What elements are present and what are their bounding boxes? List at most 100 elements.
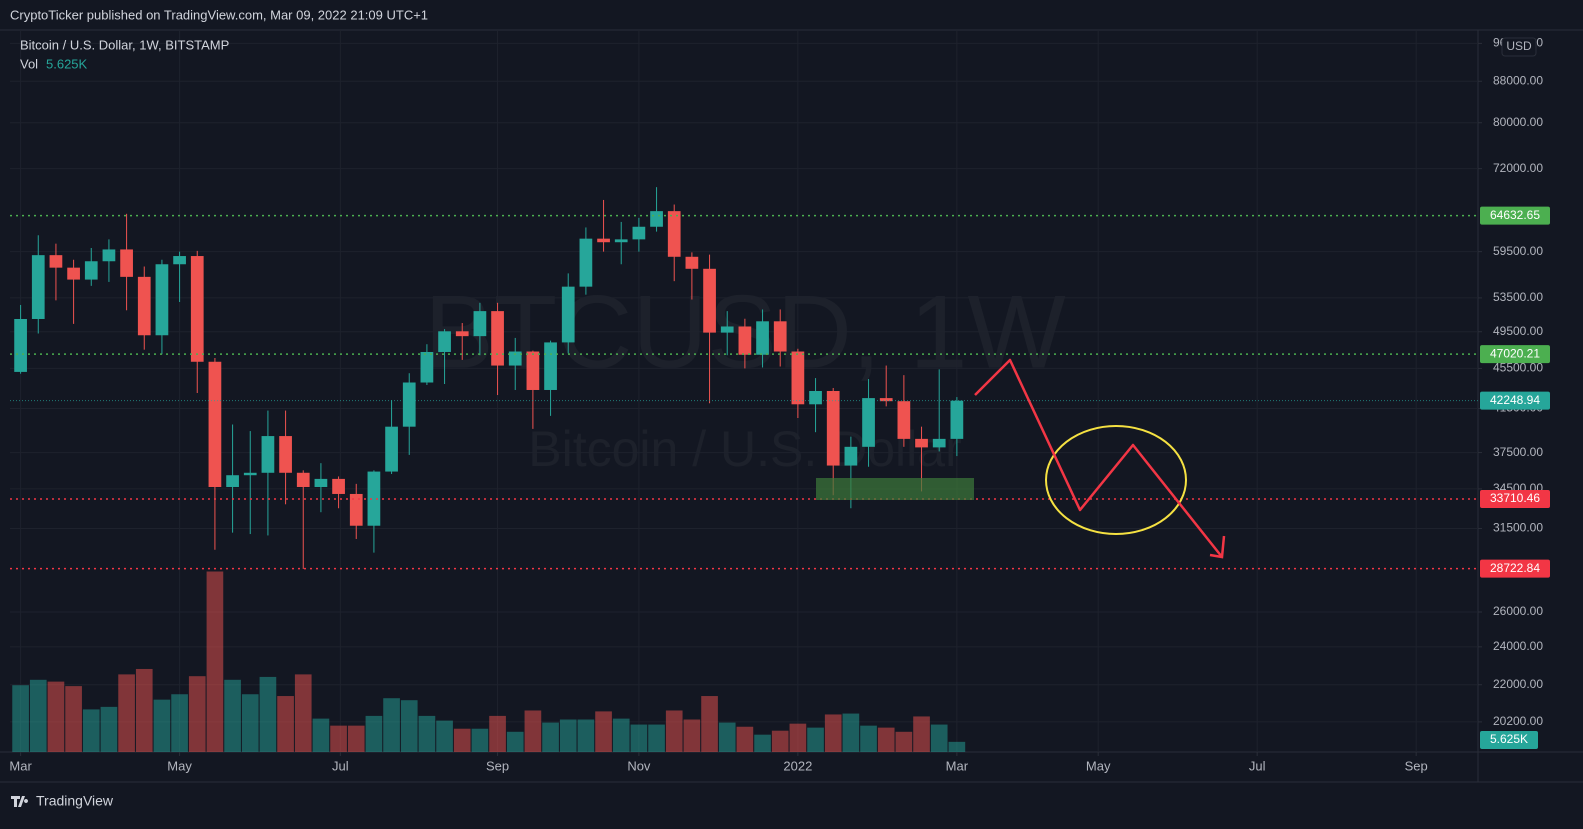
- volume-bar: [294, 674, 312, 752]
- candle-body: [438, 331, 451, 352]
- volume-bar: [807, 727, 824, 752]
- level-label: 64632.65: [1490, 208, 1540, 222]
- candle-body: [862, 398, 875, 447]
- volume-bar: [559, 719, 577, 752]
- candle-body: [332, 478, 345, 494]
- x-tick-label: Mar: [9, 758, 32, 773]
- volume-bar: [877, 727, 895, 752]
- y-tick-label: 88000.00: [1493, 73, 1543, 87]
- candle-body: [473, 311, 487, 337]
- volume-bar: [860, 725, 877, 752]
- volume-bar: [683, 719, 701, 752]
- volume-bar: [524, 710, 542, 752]
- candle-body: [614, 239, 628, 243]
- volume-bar: [29, 679, 47, 752]
- candle-body: [314, 478, 328, 487]
- candle-body: [950, 400, 964, 439]
- currency-box: [1501, 37, 1537, 57]
- y-tick-label: 31500.00: [1493, 521, 1543, 535]
- candle-body: [420, 351, 434, 383]
- volume-bar: [400, 700, 418, 752]
- volume-bar: [171, 694, 188, 752]
- candle-body: [897, 401, 911, 439]
- published-line: CryptoTicker published on TradingView.co…: [10, 7, 428, 22]
- highlight-ellipse: [1045, 425, 1187, 535]
- volume-bar: [436, 720, 453, 752]
- candle-body: [915, 438, 928, 448]
- level-badge: [1480, 345, 1550, 364]
- volume-bar: [948, 741, 966, 752]
- y-tick-label: 37500.00: [1493, 445, 1543, 459]
- x-tick-label: Mar: [946, 758, 969, 773]
- candle-body: [14, 318, 27, 372]
- volume-bar: [12, 685, 29, 752]
- candle-body: [84, 261, 98, 280]
- candle-body: [826, 390, 840, 466]
- candle-body: [385, 426, 398, 472]
- projection-arrow: [974, 358, 1223, 558]
- currency-label: USD: [1506, 39, 1532, 53]
- volume-bar: [595, 711, 612, 752]
- candle-body: [296, 472, 310, 487]
- candle-body: [349, 493, 363, 526]
- x-tick-label: May: [1086, 758, 1111, 773]
- candle-body: [120, 249, 133, 277]
- volume-bar: [930, 724, 948, 752]
- candle-body: [155, 264, 169, 336]
- y-tick-label: 72000.00: [1493, 161, 1543, 175]
- candle-body: [844, 446, 858, 466]
- volume-bar: [771, 730, 789, 752]
- candle-body: [879, 398, 893, 402]
- y-tick-label: 59500.00: [1493, 244, 1543, 258]
- candle-body: [508, 351, 522, 366]
- volume-bar: [277, 696, 294, 752]
- candle-body: [791, 351, 805, 405]
- volume-bar: [648, 724, 665, 752]
- volume-bar: [754, 734, 771, 752]
- volume-bar: [224, 679, 241, 752]
- candle-body: [809, 390, 822, 405]
- volume-bar: [82, 709, 100, 752]
- volume-bar: [824, 714, 842, 752]
- volume-bar: [913, 716, 930, 752]
- candle-body: [173, 256, 186, 265]
- volume-bar: [118, 674, 135, 752]
- level-label: 28722.84: [1490, 561, 1540, 575]
- candle-body: [561, 286, 575, 343]
- candle-body: [226, 475, 239, 487]
- candle-body: [49, 255, 63, 268]
- candle-body: [579, 238, 593, 287]
- volume-bar: [506, 731, 524, 752]
- badges: 64632.65 47020.21 33710.46 28722.84 42248.94…: [1480, 206, 1550, 749]
- volume-bar: [47, 681, 65, 752]
- x-tick-label: 2022: [783, 758, 812, 773]
- volume-bar: [895, 731, 913, 752]
- volume-bar: [842, 713, 860, 752]
- y-tick-label: 26000.00: [1493, 604, 1543, 618]
- y-tick-label: 49500.00: [1493, 324, 1543, 338]
- candle-body: [667, 211, 681, 257]
- y-tick-label: 45500.00: [1493, 361, 1543, 375]
- candle-body: [279, 436, 292, 473]
- candle-body: [544, 342, 557, 390]
- candle-body: [491, 311, 504, 366]
- y-tick-label: 53500.00: [1493, 290, 1543, 304]
- volume-bar: [65, 686, 82, 752]
- volume-bar: [736, 726, 754, 752]
- candle-body: [738, 326, 752, 355]
- candle-body: [190, 256, 204, 362]
- x-tick-label: May: [167, 758, 192, 773]
- x-tick-label: Sep: [486, 758, 509, 773]
- volume-bar: [453, 728, 471, 752]
- level-label: 47020.21: [1490, 346, 1540, 360]
- support-zone: [816, 478, 974, 500]
- candle-body: [208, 361, 222, 487]
- volume-bar: [630, 724, 648, 752]
- candle-body: [102, 249, 116, 262]
- volume-bar: [188, 676, 206, 752]
- candle-body: [932, 438, 946, 448]
- candle-body: [685, 256, 699, 269]
- volume-badge-label: 5.625K: [1490, 732, 1528, 746]
- volume-bar: [365, 715, 383, 752]
